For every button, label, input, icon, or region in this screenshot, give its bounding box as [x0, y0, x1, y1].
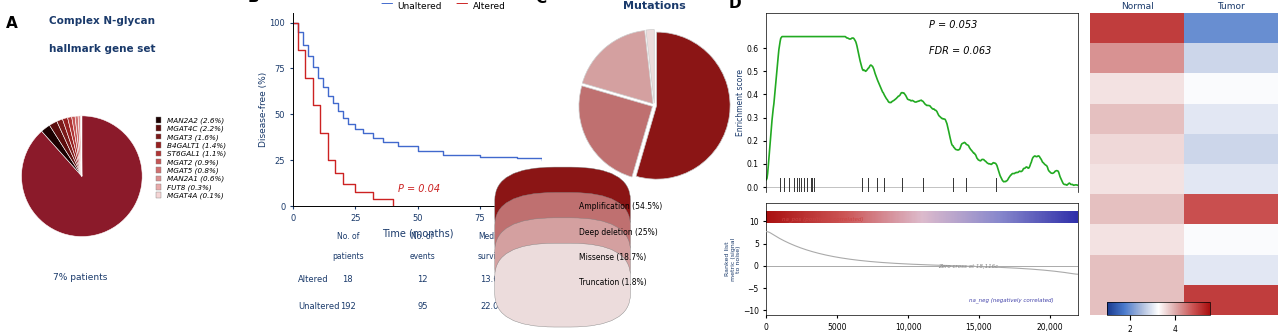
Text: P = 0.053: P = 0.053: [928, 20, 977, 30]
Text: survival: survival: [477, 252, 508, 261]
FancyBboxPatch shape: [495, 243, 631, 327]
Text: patients: patients: [332, 252, 364, 261]
Text: Unaltered: Unaltered: [398, 2, 442, 11]
Text: 7% patients: 7% patients: [54, 273, 108, 282]
Text: Amplification (54.5%): Amplification (54.5%): [579, 202, 662, 211]
Text: 13.67: 13.67: [480, 275, 504, 284]
Title: Mutations: Mutations: [623, 1, 686, 11]
Text: 12: 12: [417, 275, 428, 284]
Legend: MAN2A2 (2.6%), MGAT4C (2.2%), MGAT3 (1.6%), B4GALT1 (1.4%), ST6GAL1 (1.1%), MGAT: MAN2A2 (2.6%), MGAT4C (2.2%), MGAT3 (1.6…: [152, 114, 229, 202]
Text: Altered: Altered: [472, 2, 506, 11]
Text: na_pos (positively correlated): na_pos (positively correlated): [782, 216, 864, 222]
Text: events: events: [410, 252, 435, 261]
Wedge shape: [636, 32, 730, 179]
Text: P = 0.04: P = 0.04: [398, 184, 440, 194]
Y-axis label: Ranked list
metric (signal
to noise): Ranked list metric (signal to noise): [724, 238, 741, 281]
Text: C: C: [535, 0, 547, 6]
Text: —: —: [456, 0, 467, 9]
Text: A: A: [6, 16, 18, 31]
Text: 22.04: 22.04: [481, 302, 504, 311]
FancyBboxPatch shape: [495, 167, 631, 251]
X-axis label: Time (months): Time (months): [381, 228, 453, 239]
Text: —: —: [380, 0, 393, 9]
Text: D: D: [730, 0, 741, 11]
Text: Missense (18.7%): Missense (18.7%): [579, 253, 646, 262]
Text: Complex N-glycan: Complex N-glycan: [50, 16, 155, 26]
Text: Altered: Altered: [298, 275, 329, 284]
Text: No. of: No. of: [337, 231, 360, 241]
Text: Zero cross at 18,116c: Zero cross at 18,116c: [938, 264, 998, 269]
Wedge shape: [579, 86, 653, 177]
FancyBboxPatch shape: [495, 193, 631, 276]
Text: FDR = 0.063: FDR = 0.063: [928, 47, 991, 56]
Text: B: B: [248, 0, 260, 5]
Text: Deep deletion (25%): Deep deletion (25%): [579, 228, 658, 237]
Wedge shape: [646, 29, 654, 103]
Text: 95: 95: [417, 302, 428, 311]
Text: Truncation (1.8%): Truncation (1.8%): [579, 278, 646, 287]
Text: Median: Median: [479, 231, 507, 241]
Y-axis label: Disease-free (%): Disease-free (%): [260, 72, 269, 147]
Wedge shape: [582, 30, 653, 104]
FancyBboxPatch shape: [495, 218, 631, 302]
Text: 18: 18: [343, 275, 353, 284]
Text: Unaltered: Unaltered: [298, 302, 339, 311]
Text: na_neg (negatively correlated): na_neg (negatively correlated): [969, 297, 1053, 303]
Y-axis label: Enrichment score: Enrichment score: [736, 69, 745, 136]
Text: No. of: No. of: [411, 231, 434, 241]
Text: 192: 192: [340, 302, 356, 311]
Text: hallmark gene set: hallmark gene set: [49, 44, 156, 54]
